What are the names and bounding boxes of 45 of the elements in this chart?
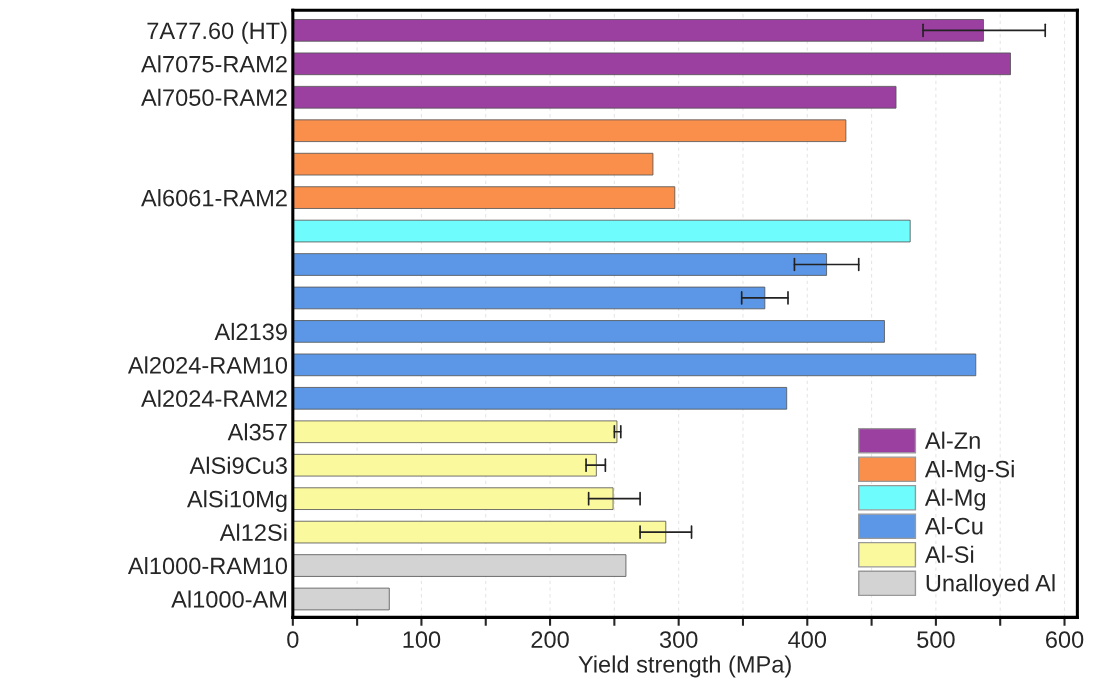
bar xyxy=(292,587,390,611)
bar xyxy=(292,353,977,377)
bar xyxy=(292,52,1011,76)
y-tick-label: Al6061-RAM2 xyxy=(141,189,287,207)
legend-label: Al-Mg-Si xyxy=(924,460,1014,483)
bar xyxy=(292,186,676,209)
bar xyxy=(292,387,788,410)
bar xyxy=(292,554,627,577)
y-tick-label: AlSi9Cu3 xyxy=(189,456,287,474)
x-tick-label: 500 xyxy=(917,631,955,648)
y-tick-label: 7A77.60 (HT) xyxy=(147,21,287,44)
y-tick-label: Al357 xyxy=(227,423,287,441)
legend-label: Al-Cu xyxy=(924,517,983,535)
y-tick-label: Al7050-RAM2 xyxy=(141,88,287,107)
bar xyxy=(292,152,654,176)
x-tick-label: 200 xyxy=(531,631,569,648)
bar xyxy=(292,286,766,310)
legend-label: Al-Zn xyxy=(924,431,980,449)
bar xyxy=(292,253,827,276)
y-tick-label: Al2024-RAM10 xyxy=(127,356,288,374)
legend-label: Unalloyed Al xyxy=(926,574,1055,597)
bar xyxy=(292,19,984,42)
y-tick-label: Al2024-RAM2 xyxy=(141,389,287,408)
bar xyxy=(292,85,897,109)
bar xyxy=(292,520,667,544)
x-tick-label: 100 xyxy=(403,631,441,648)
x-tick-label: 600 xyxy=(1046,631,1084,648)
legend-label: Al-Mg xyxy=(924,488,985,511)
y-tick-label: Al2139 xyxy=(214,322,287,341)
x-tick-label: 400 xyxy=(788,631,827,648)
bar xyxy=(292,320,885,343)
legend-label: Al-Si xyxy=(924,545,974,563)
y-tick-label: Al1000-AM xyxy=(171,590,287,608)
y-tick-label: AlSi10Mg xyxy=(186,490,287,513)
bar xyxy=(292,119,847,142)
x-tick-label: 300 xyxy=(659,631,698,648)
bar xyxy=(292,487,614,510)
bar xyxy=(292,219,911,243)
y-tick-label: Al12Si xyxy=(219,523,287,541)
bar xyxy=(292,453,597,477)
bar xyxy=(292,420,618,444)
y-tick-label: Al1000-RAM10 xyxy=(127,557,288,575)
x-axis-title: Yield strength (MPa) xyxy=(578,655,791,678)
y-tick-label: Al7075-RAM2 xyxy=(141,55,287,73)
x-tick-label: 0 xyxy=(287,631,299,648)
